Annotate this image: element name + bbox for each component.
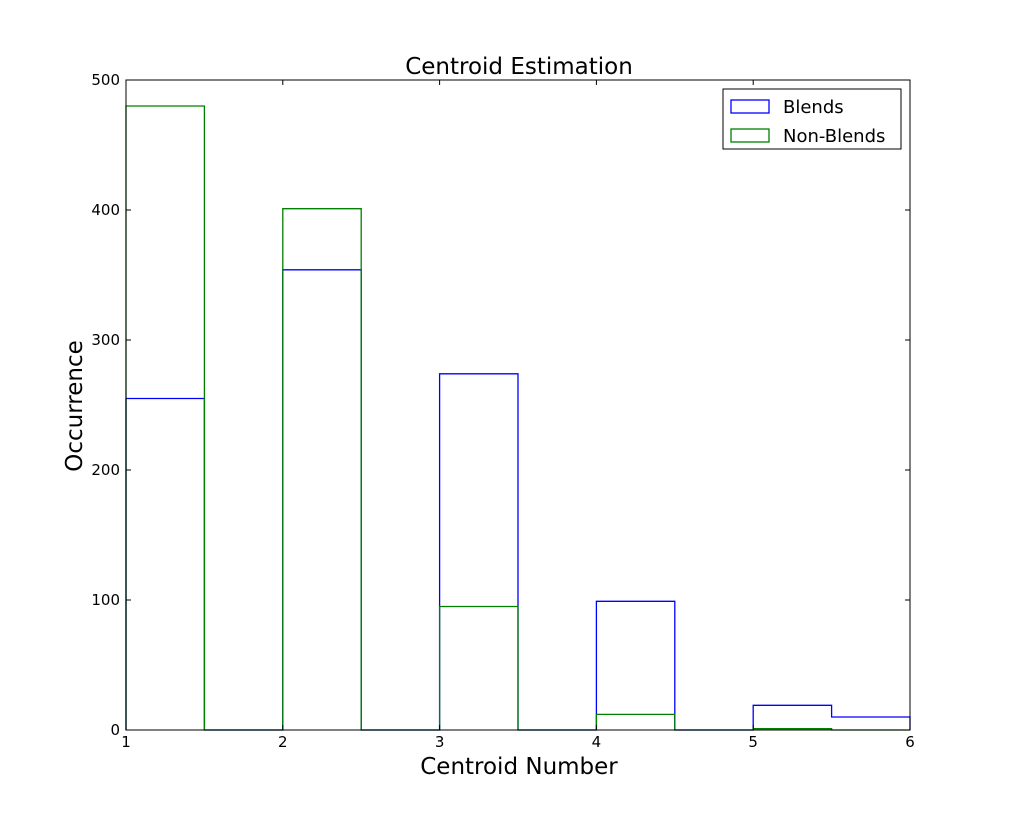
x-tick-label: 1 (121, 733, 131, 751)
y-tick-label: 300 (91, 331, 120, 349)
legend-swatch-1 (730, 128, 770, 143)
legend-swatch-0 (730, 99, 770, 114)
legend-label-1: Non-Blends (783, 126, 885, 147)
x-tick-label: 3 (435, 733, 445, 751)
y-axis-label: Occurrence (62, 340, 88, 472)
series-layer (125, 105, 911, 731)
legend: Blends Non-Blends (722, 88, 902, 150)
y-tick-label: 0 (110, 721, 120, 739)
legend-label-0: Blends (783, 97, 844, 118)
y-tick-label: 100 (91, 591, 120, 609)
y-tick-label: 400 (91, 201, 120, 219)
plot-frame (125, 79, 911, 731)
x-tick-label: 6 (905, 733, 915, 751)
chart-title: Centroid Estimation (405, 54, 633, 80)
x-tick-label: 4 (592, 733, 602, 751)
tick-layer: 1 2 3 4 5 6 0 100 200 300 400 500 (91, 71, 914, 751)
x-tick-label: 5 (748, 733, 758, 751)
x-tick-label: 2 (278, 733, 288, 751)
y-tick-label: 500 (91, 71, 120, 89)
y-tick-label: 200 (91, 461, 120, 479)
x-axis-label: Centroid Number (420, 754, 618, 780)
